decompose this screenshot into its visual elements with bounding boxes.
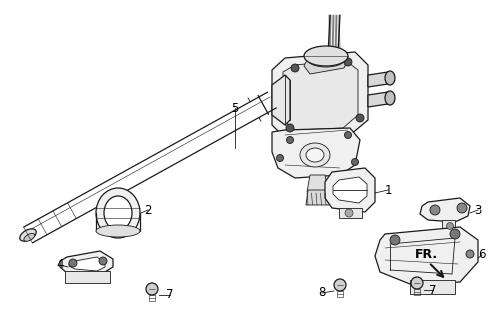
Ellipse shape xyxy=(304,46,348,66)
Polygon shape xyxy=(339,208,362,218)
Polygon shape xyxy=(307,175,328,192)
Ellipse shape xyxy=(146,283,158,295)
Polygon shape xyxy=(306,190,330,205)
Polygon shape xyxy=(420,198,470,222)
Polygon shape xyxy=(375,227,478,284)
Ellipse shape xyxy=(450,229,460,239)
Ellipse shape xyxy=(344,58,352,66)
Text: 4: 4 xyxy=(56,259,64,271)
Ellipse shape xyxy=(306,148,324,162)
Text: 7: 7 xyxy=(429,284,437,297)
Polygon shape xyxy=(410,280,455,294)
Ellipse shape xyxy=(446,222,454,229)
Text: 3: 3 xyxy=(474,204,482,217)
Polygon shape xyxy=(368,72,392,87)
Ellipse shape xyxy=(334,279,346,291)
Ellipse shape xyxy=(390,235,400,245)
Polygon shape xyxy=(304,52,348,74)
Polygon shape xyxy=(60,251,113,275)
Ellipse shape xyxy=(286,124,294,132)
Ellipse shape xyxy=(457,203,467,213)
Ellipse shape xyxy=(287,137,294,143)
Ellipse shape xyxy=(356,114,364,122)
Text: 2: 2 xyxy=(144,204,152,217)
Ellipse shape xyxy=(308,53,344,67)
Ellipse shape xyxy=(466,250,474,258)
Polygon shape xyxy=(324,52,344,60)
Ellipse shape xyxy=(344,132,351,139)
Ellipse shape xyxy=(430,205,440,215)
Polygon shape xyxy=(325,168,375,212)
Ellipse shape xyxy=(24,234,35,241)
Ellipse shape xyxy=(345,209,353,217)
Polygon shape xyxy=(368,92,392,107)
Text: FR.: FR. xyxy=(415,248,439,261)
Polygon shape xyxy=(272,128,360,178)
Text: 6: 6 xyxy=(478,249,486,261)
Ellipse shape xyxy=(20,229,36,241)
Text: 1: 1 xyxy=(384,183,392,196)
Ellipse shape xyxy=(99,257,107,265)
Polygon shape xyxy=(283,60,358,130)
Ellipse shape xyxy=(69,259,77,267)
Ellipse shape xyxy=(276,155,284,162)
Ellipse shape xyxy=(385,71,395,85)
Text: 7: 7 xyxy=(166,289,174,301)
Ellipse shape xyxy=(351,158,359,165)
Polygon shape xyxy=(272,52,368,138)
Polygon shape xyxy=(69,257,105,271)
Ellipse shape xyxy=(291,64,299,72)
Ellipse shape xyxy=(104,196,132,230)
Polygon shape xyxy=(65,271,110,283)
Polygon shape xyxy=(322,58,346,66)
Text: 8: 8 xyxy=(318,286,326,300)
Ellipse shape xyxy=(385,91,395,105)
Text: 5: 5 xyxy=(231,101,239,115)
Polygon shape xyxy=(442,220,455,232)
Ellipse shape xyxy=(411,277,423,289)
Polygon shape xyxy=(333,177,367,203)
Ellipse shape xyxy=(96,225,140,237)
Ellipse shape xyxy=(96,188,140,238)
Ellipse shape xyxy=(300,143,330,167)
Polygon shape xyxy=(272,75,290,125)
